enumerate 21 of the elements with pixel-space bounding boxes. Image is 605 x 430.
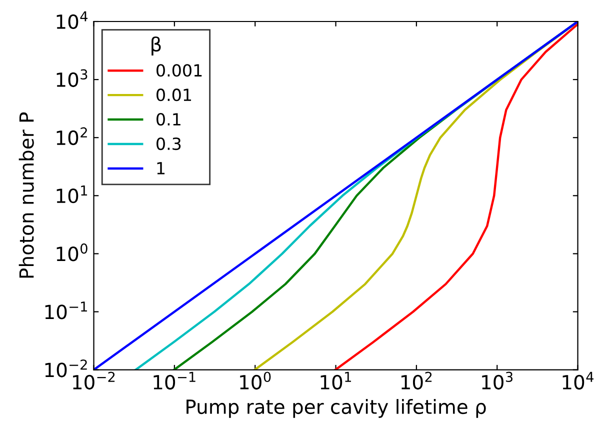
legend-label: 0.01: [156, 88, 192, 102]
y-tick-label: 10$^{4}$: [56, 11, 88, 30]
legend-label: 0.001: [156, 64, 202, 77]
x-tick-label: 10$^{−2}$: [73, 372, 115, 390]
legend-label: 1: [157, 162, 165, 174]
y-tick-label: 10$^{−1}$: [45, 302, 87, 320]
legend-label: 0.1: [156, 112, 180, 126]
x-tick-label: 10$^{0}$: [240, 372, 271, 390]
y-tick-label: 10$^{0}$: [56, 243, 88, 262]
x-tick-label: 10$^{3}$: [482, 372, 512, 390]
legend-label: 0.3: [156, 137, 181, 150]
x-tick-label: 10$^{1}$: [320, 372, 351, 390]
y-tick-label: 10$^{2}$: [56, 127, 87, 146]
y-tick-label: 10$^{3}$: [56, 69, 88, 88]
x-axis-title: Pump rate per cavity lifetime ρ: [186, 399, 486, 418]
y-tick-label: 10$^{1}$: [56, 186, 88, 204]
y-axis-title: Photon number P: [18, 112, 34, 278]
x-tick-label: 10$^{4}$: [562, 372, 594, 390]
x-tick-label: 10$^{−1}$: [154, 372, 196, 390]
x-tick-label: 10$^{2}$: [401, 372, 432, 390]
legend-title: β: [152, 36, 161, 56]
